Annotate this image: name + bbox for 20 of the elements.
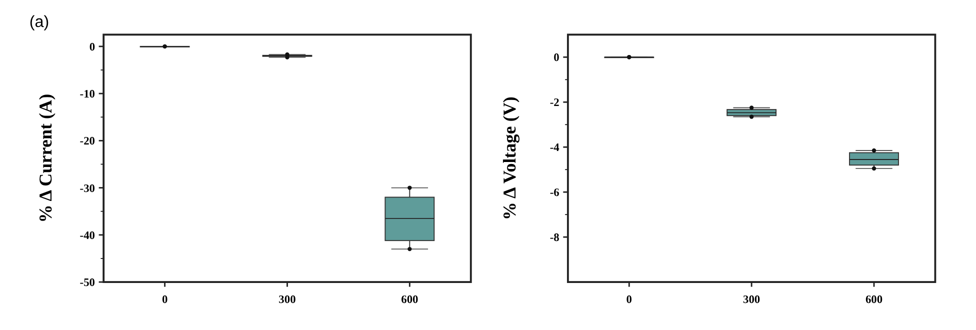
y-tick-label: -40	[80, 230, 96, 242]
x-tick-label: 300	[743, 294, 760, 306]
y-tick-label: -4	[550, 142, 560, 154]
y-tick-label: 0	[554, 52, 560, 64]
y-tick-label: -2	[550, 97, 560, 110]
x-tick-label: 300	[278, 294, 296, 306]
y-tick-label: -8	[550, 232, 560, 244]
x-tick-label: 0	[626, 294, 632, 306]
y-tick-label: 0	[89, 41, 96, 54]
x-tick-label: 600	[865, 294, 883, 306]
y-tick-label: -20	[80, 136, 96, 148]
y-axis-title: % Δ Voltage (V)	[500, 96, 520, 220]
y-tick-label: -50	[80, 277, 96, 290]
y-axis-title: % Δ Current (A)	[35, 94, 56, 223]
x-tick-label: 600	[401, 294, 419, 306]
text: (a)	[29, 13, 50, 32]
y-tick-label: -10	[80, 88, 96, 101]
y-tick-label: -30	[80, 182, 96, 195]
y-tick-label: -6	[550, 187, 560, 200]
x-tick-label: 0	[162, 294, 168, 306]
